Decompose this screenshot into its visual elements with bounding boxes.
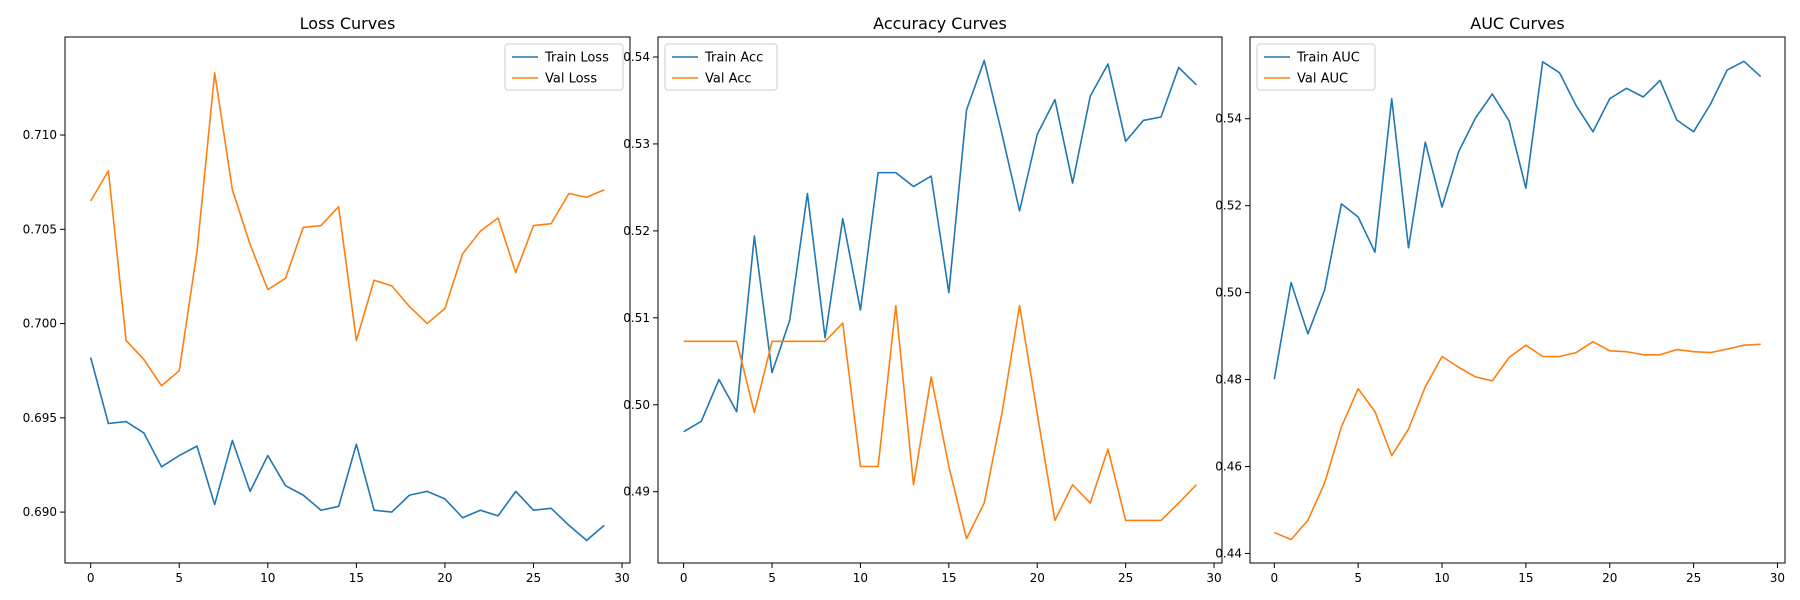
- axes-frame: [1249, 36, 1786, 564]
- x-tick-label: 0: [1270, 571, 1278, 585]
- y-tick-label: 0.48: [1215, 373, 1242, 387]
- y-tick-label: 0.53: [623, 137, 650, 151]
- legend: Train Acc Val Acc: [664, 43, 778, 91]
- x-tick-label: 10: [260, 571, 275, 585]
- x-tick-label: 0: [680, 571, 688, 585]
- chart-panel-0: Loss Curves 0 5 10 15 20 25 30 0.690 0.695 0.700 0.…: [23, 14, 631, 585]
- x-tick-label: 0: [87, 571, 95, 585]
- x-tick-label: 10: [853, 571, 868, 585]
- series-line-train-loss: [89, 357, 605, 542]
- y-tick-label: 0.44: [1215, 546, 1242, 560]
- y-tick-label: 0.690: [23, 505, 57, 519]
- legend-label: Train Acc: [704, 51, 763, 66]
- x-tick-label: 5: [768, 571, 776, 585]
- x-tick-label: 30: [1770, 571, 1785, 585]
- legend-label: Val Loss: [545, 72, 597, 87]
- series-line-val-acc: [683, 304, 1197, 540]
- y-tick-label: 0.705: [23, 222, 57, 236]
- y-tick-label: 0.52: [623, 224, 650, 238]
- legend: Train AUC Val AUC: [1256, 43, 1376, 91]
- x-tick-label: 25: [526, 571, 541, 585]
- chart-title: AUC Curves: [1470, 14, 1564, 33]
- y-tick-label: 0.46: [1215, 459, 1242, 473]
- x-tick-label: 15: [941, 571, 956, 585]
- y-tick-label: 0.52: [1215, 199, 1242, 213]
- series-line-train-auc: [1273, 60, 1762, 380]
- series-line-val-loss: [89, 72, 605, 387]
- legend-label: Val AUC: [1297, 72, 1348, 87]
- x-tick-label: 5: [1354, 571, 1362, 585]
- y-tick-label: 0.700: [23, 317, 57, 331]
- y-tick-label: 0.50: [1215, 286, 1242, 300]
- axes-frame: [657, 36, 1223, 564]
- legend-label: Train AUC: [1296, 51, 1360, 66]
- chart-panel-2: AUC Curves 0 5 10 15 20 25 30 0.44 0.46 0.48 0.50 0.…: [1215, 14, 1786, 585]
- x-tick-label: 20: [1030, 571, 1045, 585]
- legend-label: Train Loss: [544, 51, 609, 66]
- y-tick-label: 0.49: [623, 485, 650, 499]
- axes-frame: [64, 36, 631, 564]
- series-line-val-auc: [1274, 340, 1761, 541]
- legend-label: Val Acc: [705, 72, 752, 87]
- y-tick-label: 0.50: [623, 398, 650, 412]
- legend: Train Loss Val Loss: [504, 43, 624, 91]
- y-tick-label: 0.695: [23, 411, 57, 425]
- y-tick-label: 0.54: [623, 50, 650, 64]
- y-tick-label: 0.51: [623, 311, 650, 325]
- x-tick-label: 30: [1206, 571, 1221, 585]
- chart-title: Accuracy Curves: [873, 14, 1007, 33]
- y-tick-label: 0.54: [1215, 112, 1242, 126]
- x-tick-label: 25: [1686, 571, 1701, 585]
- x-tick-label: 20: [1602, 571, 1617, 585]
- chart-title: Loss Curves: [300, 14, 396, 33]
- x-tick-label: 30: [614, 571, 629, 585]
- series-line-train-acc: [683, 59, 1197, 433]
- x-tick-label: 5: [175, 571, 183, 585]
- chart-panel-1: Accuracy Curves 0 5 10 15 20 25 30 0.49 0.50 0.51 0…: [623, 14, 1223, 585]
- x-tick-label: 20: [437, 571, 452, 585]
- y-tick-label: 0.710: [23, 128, 57, 142]
- x-tick-label: 10: [1434, 571, 1449, 585]
- x-tick-label: 15: [1518, 571, 1533, 585]
- x-tick-label: 25: [1118, 571, 1133, 585]
- x-tick-label: 15: [349, 571, 364, 585]
